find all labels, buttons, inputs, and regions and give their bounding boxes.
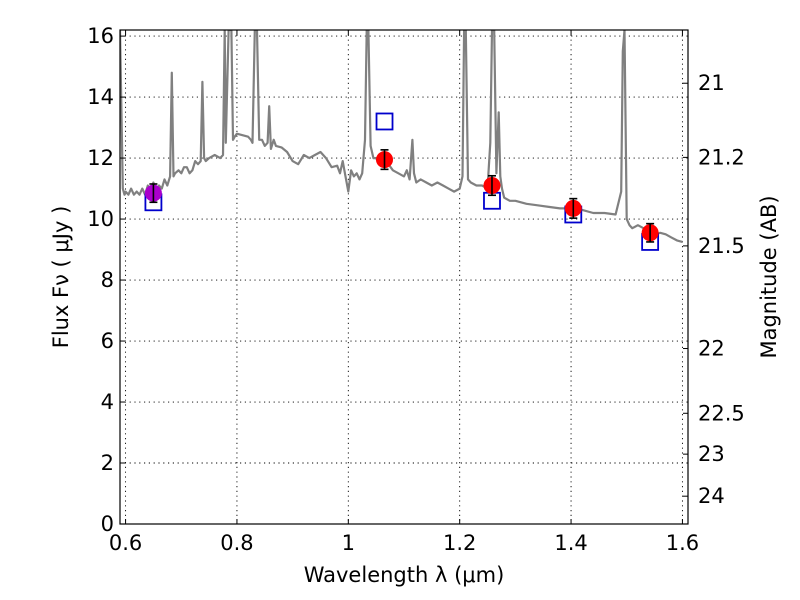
right-axis-label: Magnitude (AB) (757, 195, 781, 358)
y-tick-label: 4 (101, 390, 114, 414)
x-tick-label: 1.6 (666, 531, 699, 555)
x-tick-label: 1 (342, 531, 355, 555)
y-tick-label: 2 (101, 451, 114, 475)
spectrum-layer (120, 30, 683, 243)
y-tick-label: 12 (87, 146, 114, 170)
y-tick-label: 8 (101, 268, 114, 292)
x-tick-label: 1.4 (554, 531, 587, 555)
y-axis-tick-labels: 0 2 4 6 8 10 12 14 16 (87, 24, 114, 536)
right-tick-label: 21 (698, 71, 725, 95)
y-axis-label: Flux Fν ( μJy ) (49, 206, 73, 349)
model-point (375, 112, 394, 131)
y-tick-label: 10 (87, 207, 114, 231)
y-tick-label: 6 (101, 329, 114, 353)
right-tick-label: 21.2 (698, 145, 745, 169)
right-tick-label: 23 (698, 442, 725, 466)
spectrum-line (120, 30, 683, 243)
right-axis-tick-labels: 21 21.2 21.5 22 22.5 23 24 (698, 71, 745, 508)
x-tick-label: 1.2 (443, 531, 476, 555)
axis-ticks (120, 30, 688, 525)
x-axis-tick-labels: 0.6 0.8 1 1.2 1.4 1.6 (109, 531, 699, 555)
y-tick-label: 0 (101, 512, 114, 536)
x-axis-label: Wavelength λ (μm) (304, 563, 505, 587)
y-tick-label: 14 (87, 85, 114, 109)
grid (120, 30, 688, 524)
plot-background (120, 30, 688, 524)
right-tick-label: 22 (698, 337, 725, 361)
plot-frame (119, 29, 689, 525)
right-tick-label: 21.5 (698, 234, 745, 258)
x-tick-label: 0.8 (220, 531, 253, 555)
observed-points-layer (144, 149, 659, 243)
right-tick-label: 24 (698, 484, 725, 508)
x-tick-label: 0.6 (109, 531, 142, 555)
right-tick-label: 22.5 (698, 401, 745, 425)
y-tick-label: 16 (87, 24, 114, 48)
